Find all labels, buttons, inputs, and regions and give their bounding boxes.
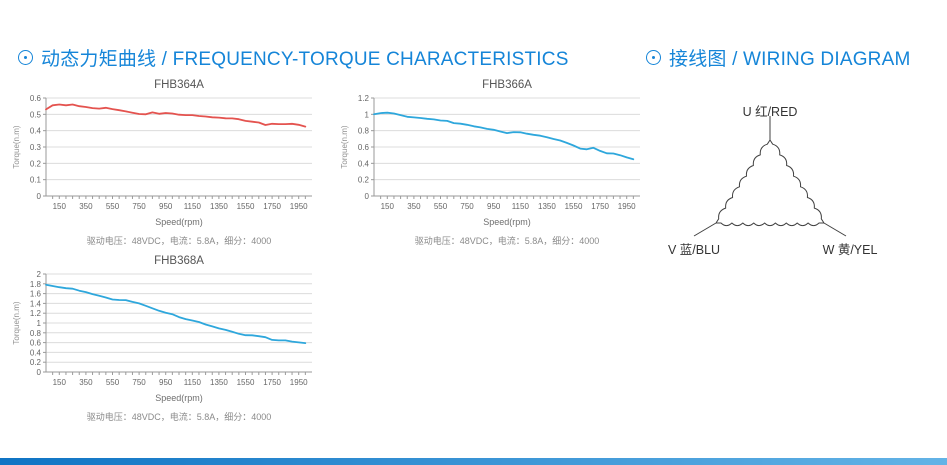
svg-text:350: 350 — [79, 378, 93, 387]
chart-fhb364a: FHB364A 0 0.1 0.2 0.3 0.4 0.5 0.6 150 350 550 750 9… — [8, 78, 326, 247]
x-axis-title: Speed(rpm) — [483, 217, 531, 227]
svg-text:1.2: 1.2 — [358, 94, 370, 103]
wiring-section-header: 接线图 / WIRING DIAGRAM — [646, 44, 911, 71]
svg-text:0: 0 — [37, 368, 42, 377]
footer-accent-bar — [0, 458, 947, 465]
x-axis-title: Speed(rpm) — [155, 393, 203, 403]
svg-text:Torque(n.m): Torque(n.m) — [12, 301, 21, 344]
chart-title: FHB364A — [154, 79, 204, 91]
svg-text:1550: 1550 — [237, 378, 255, 387]
x-axis-title: Speed(rpm) — [155, 217, 203, 227]
svg-text:1750: 1750 — [591, 202, 609, 211]
svg-text:1: 1 — [37, 319, 42, 328]
drive-condition-caption: 驱动电压：48VDC，电流：5.8A，细分：4000 — [86, 236, 272, 246]
frequency-torque-section-header: 动态力矩曲线 / FREQUENCY-TORQUE CHARACTERISTIC… — [18, 44, 569, 71]
svg-text:0.5: 0.5 — [30, 110, 42, 119]
circle-dot-icon — [646, 50, 661, 65]
svg-text:0.2: 0.2 — [30, 159, 42, 168]
svg-text:Torque(n.m): Torque(n.m) — [12, 125, 21, 168]
svg-text:0: 0 — [37, 192, 42, 201]
delta-wiring-diagram: U 红/RED V 蓝/BLU W 黄/YEL — [648, 90, 920, 265]
svg-text:1.6: 1.6 — [30, 290, 42, 299]
svg-text:550: 550 — [434, 202, 448, 211]
chart-title: FHB368A — [154, 255, 204, 267]
torque-curve-plot-fhb366a: 0 0.2 0.4 0.6 0.8 1 1.2 150 350 550 750 950 1150 1350… — [340, 94, 640, 211]
torque-curve-plot-fhb364a: 0 0.1 0.2 0.3 0.4 0.5 0.6 150 350 550 750 950 1150 13… — [12, 94, 312, 211]
chart-title: FHB366A — [482, 79, 532, 91]
circle-dot-icon-center — [651, 55, 656, 60]
drive-condition-caption: 驱动电压：48VDC，电流：5.8A，细分：4000 — [414, 236, 600, 246]
svg-text:1: 1 — [365, 110, 370, 119]
svg-text:0.4: 0.4 — [30, 348, 42, 357]
circle-dot-icon — [18, 50, 33, 65]
svg-text:0.6: 0.6 — [30, 339, 42, 348]
svg-text:350: 350 — [79, 202, 93, 211]
delta-winding-drawing — [693, 116, 847, 237]
svg-text:1150: 1150 — [512, 202, 530, 211]
chart-fhb368a: FHB368A 0 0.2 0.4 0.6 0.8 1 1.2 1.4 1.6 1.8 2 150 35… — [8, 254, 326, 423]
svg-text:1550: 1550 — [237, 202, 255, 211]
svg-text:0.6: 0.6 — [358, 143, 370, 152]
wiring-section-title: 接线图 / WIRING DIAGRAM — [669, 49, 911, 70]
svg-text:0.3: 0.3 — [30, 143, 42, 152]
svg-text:0.4: 0.4 — [30, 127, 42, 136]
svg-text:1550: 1550 — [565, 202, 583, 211]
svg-text:550: 550 — [106, 378, 120, 387]
chart-fhb366a: FHB366A 0 0.2 0.4 0.6 0.8 1 1.2 150 350 550 750 950… — [336, 78, 654, 247]
svg-text:950: 950 — [487, 202, 501, 211]
svg-text:1350: 1350 — [210, 378, 228, 387]
svg-text:1350: 1350 — [210, 202, 228, 211]
svg-text:1950: 1950 — [290, 202, 308, 211]
svg-text:150: 150 — [53, 202, 67, 211]
terminal-label-v: V 蓝/BLU — [667, 243, 721, 257]
svg-text:1350: 1350 — [538, 202, 556, 211]
svg-text:1.2: 1.2 — [30, 309, 42, 318]
svg-text:350: 350 — [407, 202, 421, 211]
svg-text:0.4: 0.4 — [358, 159, 370, 168]
svg-text:0.6: 0.6 — [30, 94, 42, 103]
svg-text:0.2: 0.2 — [358, 176, 370, 185]
svg-text:750: 750 — [132, 378, 146, 387]
svg-text:Torque(n.m): Torque(n.m) — [340, 125, 349, 168]
drive-condition-caption: 驱动电压：48VDC，电流：5.8A，细分：4000 — [86, 412, 272, 422]
svg-text:550: 550 — [106, 202, 120, 211]
svg-text:750: 750 — [132, 202, 146, 211]
svg-text:1150: 1150 — [184, 378, 202, 387]
svg-text:1950: 1950 — [290, 378, 308, 387]
frequency-torque-section-title: 动态力矩曲线 / FREQUENCY-TORQUE CHARACTERISTIC… — [41, 49, 569, 70]
svg-text:0: 0 — [365, 192, 370, 201]
svg-text:1950: 1950 — [618, 202, 636, 211]
svg-text:1150: 1150 — [184, 202, 202, 211]
svg-text:0.1: 0.1 — [30, 176, 42, 185]
svg-text:1750: 1750 — [263, 378, 281, 387]
circle-dot-icon-center — [23, 55, 28, 60]
terminal-label-u: U 红/RED — [742, 105, 798, 119]
svg-text:950: 950 — [159, 202, 173, 211]
svg-text:150: 150 — [53, 378, 67, 387]
svg-text:1.4: 1.4 — [30, 299, 42, 308]
svg-text:0.8: 0.8 — [30, 329, 42, 338]
svg-text:2: 2 — [37, 270, 42, 279]
svg-text:1.8: 1.8 — [30, 280, 42, 289]
svg-text:0.2: 0.2 — [30, 358, 42, 367]
torque-curve-plot-fhb368a: 00.20.40.60.811.21.41.61.82 150 350 550 750 9… — [12, 270, 312, 387]
svg-text:150: 150 — [381, 202, 395, 211]
svg-text:1750: 1750 — [263, 202, 281, 211]
svg-text:750: 750 — [460, 202, 474, 211]
terminal-label-w: W 黄/YEL — [822, 243, 878, 257]
svg-text:950: 950 — [159, 378, 173, 387]
svg-text:0.8: 0.8 — [358, 127, 370, 136]
